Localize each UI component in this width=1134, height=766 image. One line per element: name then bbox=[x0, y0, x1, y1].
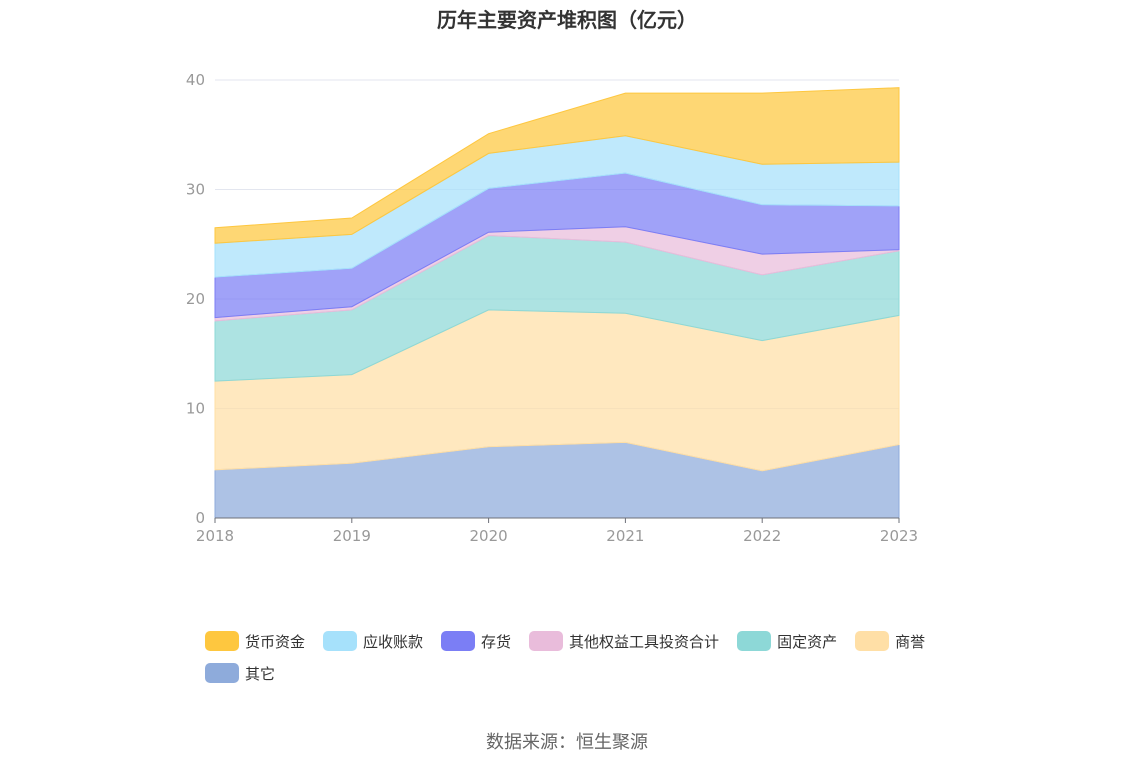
chart-title: 历年主要资产堆积图（亿元） bbox=[437, 8, 697, 32]
legend-label: 固定资产 bbox=[777, 632, 838, 651]
legend-label: 货币资金 bbox=[245, 632, 306, 651]
y-tick-label: 40 bbox=[186, 71, 205, 89]
y-tick-label: 30 bbox=[186, 181, 205, 199]
legend-label: 其它 bbox=[245, 664, 276, 683]
chart-legend: 货币资金 应收账款 存货 其他权益工具投资合计 固定资产 商誉其它 bbox=[205, 630, 965, 684]
legend-label: 应收账款 bbox=[363, 632, 424, 651]
legend-swatch bbox=[323, 631, 358, 651]
x-tick-label: 2023 bbox=[880, 527, 918, 545]
legend-swatch bbox=[205, 663, 239, 683]
legend-item[interactable]: 其他权益工具投资合计 bbox=[529, 630, 719, 652]
x-tick-label: 2022 bbox=[743, 527, 781, 545]
legend-item[interactable]: 固定资产 bbox=[737, 630, 837, 652]
y-tick-label: 10 bbox=[186, 400, 205, 418]
area-series-7[interactable] bbox=[214, 87, 900, 244]
axes: 2018 2019 2020 2021 2022 2023 bbox=[196, 517, 918, 545]
legend-swatch bbox=[441, 631, 476, 651]
legend-swatch bbox=[855, 631, 890, 651]
stacked-area-chart: 0 10 20 30 40 2018 2019 2020 2021 2022 2023 bbox=[186, 71, 918, 545]
legend-item[interactable]: 其它 bbox=[205, 662, 275, 684]
legend-label: 其他权益工具投资合计 bbox=[569, 632, 720, 651]
x-tick-label: 2018 bbox=[196, 527, 234, 545]
legend-swatch bbox=[737, 631, 772, 651]
y-tick-label: 0 bbox=[195, 509, 205, 527]
x-tick-label: 2019 bbox=[333, 527, 371, 545]
area-series bbox=[214, 87, 900, 519]
legend-item[interactable]: 应收账款 bbox=[323, 630, 423, 652]
legend-item[interactable]: 货币资金 bbox=[205, 630, 305, 652]
x-tick-label: 2021 bbox=[606, 527, 644, 545]
y-tick-label: 20 bbox=[186, 290, 205, 308]
legend-item[interactable]: 商誉 bbox=[855, 630, 925, 652]
x-tick-label: 2020 bbox=[470, 527, 508, 545]
legend-item[interactable]: 存货 bbox=[441, 630, 511, 652]
legend-swatch bbox=[205, 631, 239, 651]
legend-label: 商誉 bbox=[895, 632, 926, 651]
legend-swatch bbox=[529, 631, 564, 651]
legend-label: 存货 bbox=[481, 632, 512, 651]
data-source: 数据来源：恒生聚源 bbox=[486, 732, 648, 753]
